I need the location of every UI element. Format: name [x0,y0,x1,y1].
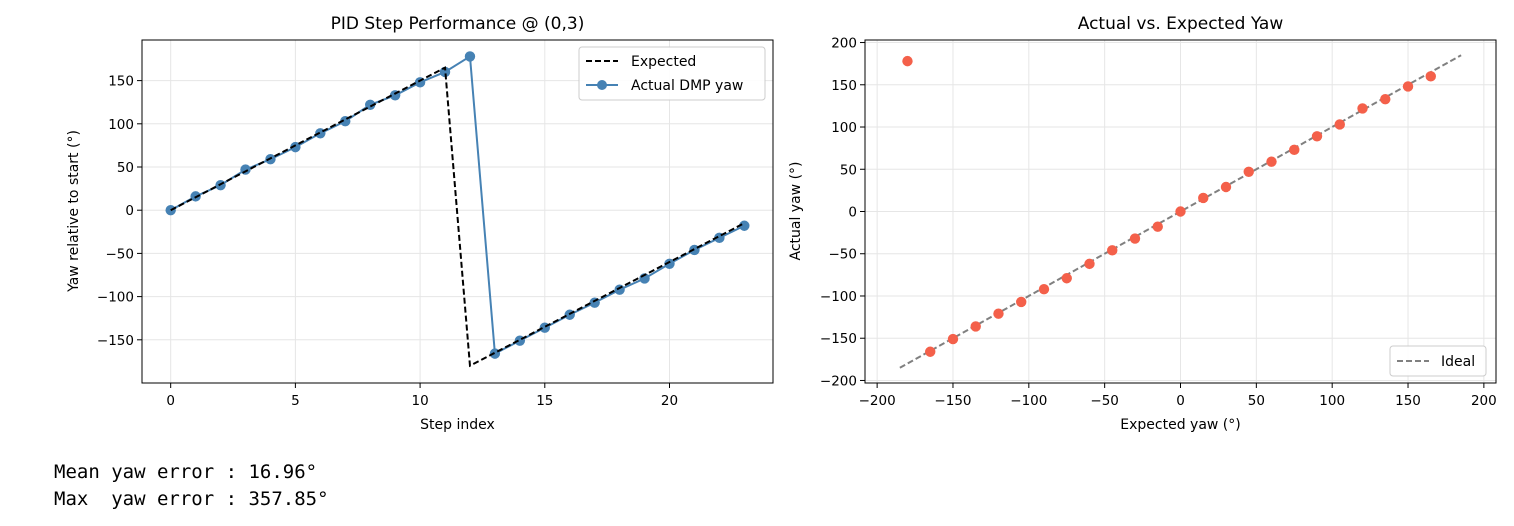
scatter-point [1016,296,1027,308]
right-y-tick-label: −50 [829,247,858,263]
scatter-point [1107,245,1118,256]
actual-yaw-point [290,141,301,153]
grid-right [865,40,1496,383]
step-performance-chart: 0 5 10 15 20 −150 −100 −50 0 50 100 150 PID Step Pe… [66,14,774,433]
legend-actual-label: Actual DMP yaw [631,78,743,94]
actual-vs-expected-chart: −200 −150 −100 −50 0 50 100 150 200 −200 −150 −100 −… [788,14,1497,433]
scatter-point [1038,284,1050,295]
scatter-point [1198,192,1209,204]
ticks-right: −200 −150 −100 −50 0 50 100 150 200 −200 −150 −100 −… [820,36,1497,409]
actual-yaw-point [414,77,426,88]
right-x-tick-label: −150 [934,393,971,409]
right-y-tick-label: 50 [840,162,857,178]
right-y-tick-label: −200 [820,373,857,389]
left-y-tick-label: 100 [108,117,134,133]
left-x-tick-label: 10 [411,393,428,409]
y-axis-label-right: Actual yaw (°) [788,162,804,261]
series-right [899,54,1462,369]
scatter-point [1061,273,1072,284]
scatter-point [993,308,1004,319]
y-axis-label-left: Yaw relative to start (°) [66,130,82,293]
scatter-point [1243,166,1254,177]
right-x-tick-label: 150 [1395,393,1421,409]
grid-left [142,40,773,383]
scatter-point [1380,93,1391,105]
legend-right: Ideal [1389,345,1487,377]
actual-yaw-point [365,99,376,110]
figure: 0 5 10 15 20 −150 −100 −50 0 50 100 150 PID Step Pe… [66,14,1497,433]
legend-frame-right [1389,345,1487,377]
right-x-tick-label: −200 [859,393,896,409]
right-x-tick-label: −50 [1090,393,1119,409]
scatter-point [1129,233,1141,244]
ticks-left: 0 5 10 15 20 −150 −100 −50 0 50 100 150 [97,74,678,409]
right-x-tick-label: 50 [1248,393,1265,409]
left-y-tick-label: −50 [106,246,135,262]
right-x-tick-label: 100 [1319,393,1345,409]
axes-frame-left [141,39,774,384]
error-stats-output: Mean yaw error : 16.96° Max yaw error : 3… [54,459,329,513]
left-y-tick-label: 0 [125,203,134,219]
scatter-point [1334,119,1345,130]
x-axis-label-right: Expected yaw (°) [1120,417,1240,433]
left-x-tick-label: 20 [661,393,678,409]
scatter-point [1425,71,1436,82]
left-y-tick-label: −150 [97,333,134,349]
left-y-tick-label: −100 [97,290,134,306]
left-y-tick-label: 150 [108,74,134,90]
right-y-tick-label: −150 [820,331,857,347]
chart-title-right: Actual vs. Expected Yaw [1078,14,1284,34]
right-y-tick-label: −100 [820,289,857,305]
right-x-tick-label: −100 [1010,393,1047,409]
chart-title-left: PID Step Performance @ (0,3) [331,14,585,34]
actual-yaw-point [240,164,251,175]
right-y-tick-label: 200 [831,36,857,52]
actual-yaw-point [614,284,625,295]
actual-yaw-point [664,258,675,269]
scatter-point [1084,258,1095,270]
right-x-tick-label: 0 [1176,393,1185,409]
scatter-point [902,55,913,67]
x-axis-label-left: Step index [420,417,495,433]
scatter-point [1175,206,1186,217]
scatter-point [1311,131,1323,142]
legend-frame-left [578,46,766,101]
left-x-tick-label: 0 [166,393,175,409]
scatter-point [1152,221,1163,232]
right-y-tick-label: 0 [848,205,857,221]
series-left [165,51,750,368]
mean-yaw-error: Mean yaw error : 16.96° [54,461,318,483]
scatter-point [947,333,959,345]
left-x-tick-label: 15 [536,393,553,409]
right-y-tick-label: 150 [831,78,857,94]
scatter-point [1266,156,1277,167]
left-y-tick-label: 50 [117,160,134,176]
scatter-point [1357,103,1368,114]
right-y-tick-label: 100 [831,120,857,136]
legend-left: Expected Actual DMP yaw [578,46,766,101]
legend-ideal-label: Ideal [1441,354,1475,370]
scatter-point [925,346,936,357]
scatter-point [1402,81,1414,92]
right-x-tick-label: 200 [1471,393,1497,409]
scatter-point [1289,144,1300,156]
scatter-point [1220,181,1232,193]
legend-actual-marker [597,80,607,90]
actual-yaw-point [464,51,476,62]
legend-expected-label: Expected [631,54,696,70]
scatter-point [970,321,981,332]
left-x-tick-label: 5 [291,393,300,409]
actual-yaw-point [739,220,750,231]
max-yaw-error: Max yaw error : 357.85° [54,488,329,510]
